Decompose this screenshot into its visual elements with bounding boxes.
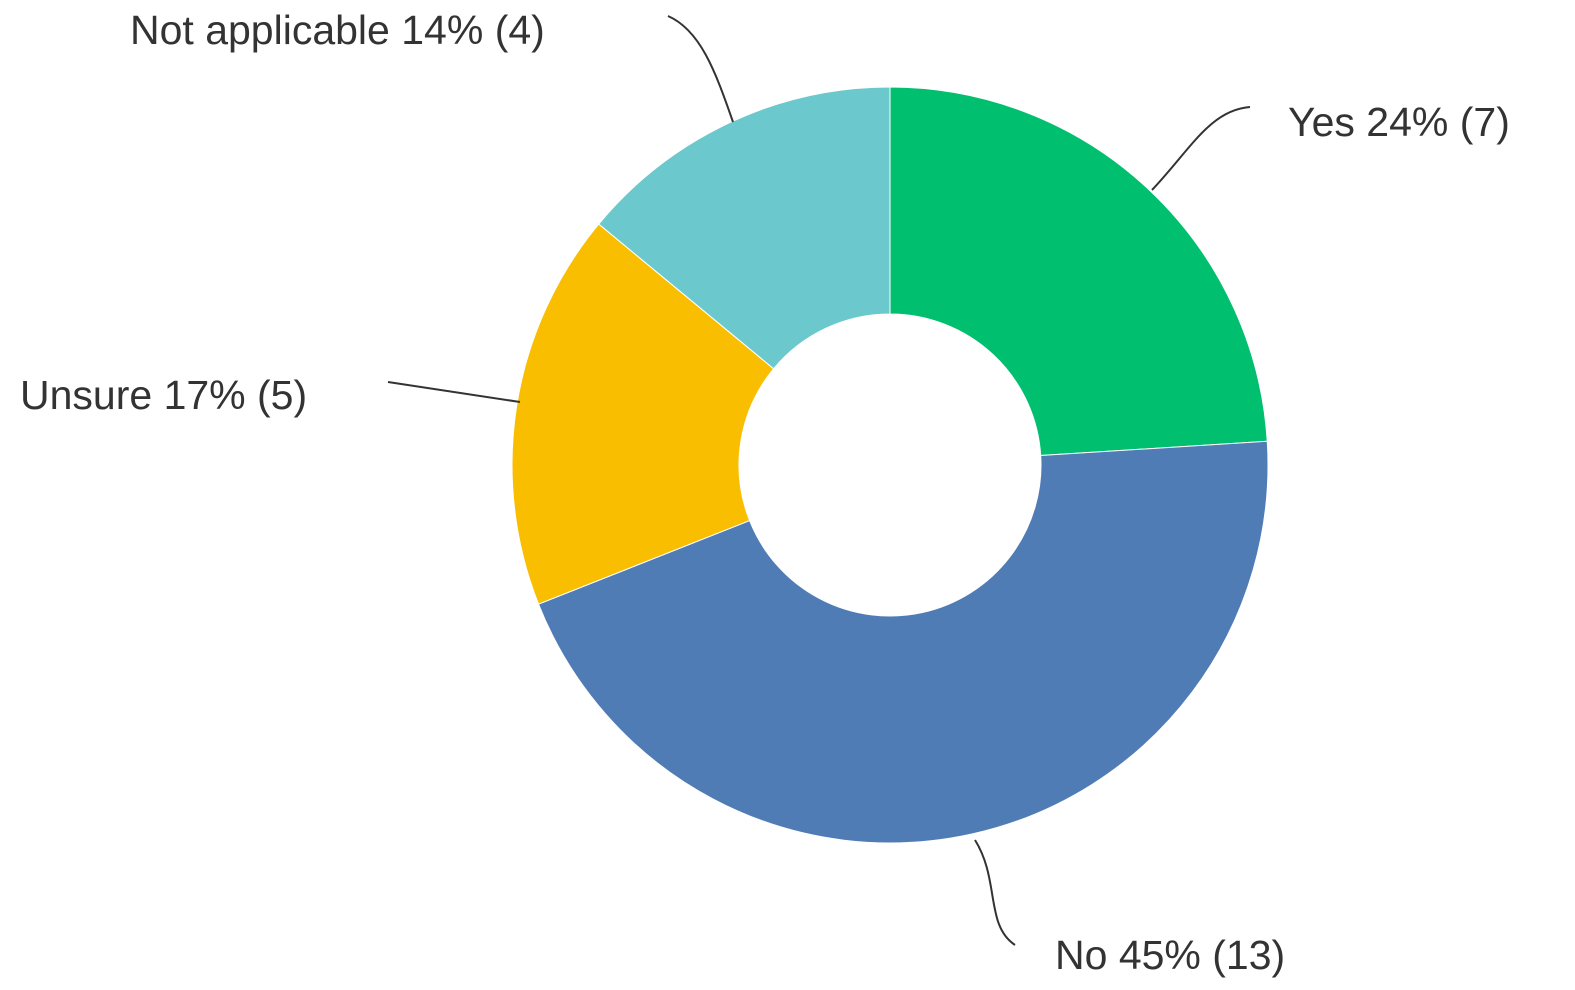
leader-line: [1151, 106, 1251, 191]
category-label: Unsure: [20, 372, 152, 418]
donut-slice: [598, 86, 891, 370]
value-label: 17% (5): [164, 372, 308, 418]
value-label: 14% (4): [401, 7, 545, 53]
slice-label: Yes 24% (7): [1288, 99, 1510, 145]
leader-line: [387, 381, 521, 403]
value-label: 45% (13): [1119, 932, 1285, 978]
slice-label: Not applicable 14% (4): [130, 7, 545, 53]
donut-slice: [537, 440, 1269, 844]
category-label: Not applicable: [130, 7, 390, 53]
donut-slice: [889, 86, 1268, 457]
leader-line: [667, 15, 734, 123]
category-label: Yes: [1288, 99, 1355, 145]
leader-line: [974, 839, 1016, 946]
slice-label: No 45% (13): [1055, 932, 1285, 978]
category-label: No: [1055, 932, 1107, 978]
donut-slice: [511, 223, 775, 605]
slice-label: Unsure 17% (5): [20, 372, 307, 418]
value-label: 24% (7): [1366, 99, 1510, 145]
